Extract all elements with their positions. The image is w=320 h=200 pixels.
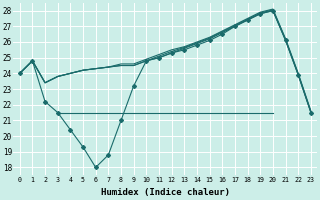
X-axis label: Humidex (Indice chaleur): Humidex (Indice chaleur) (101, 188, 230, 197)
